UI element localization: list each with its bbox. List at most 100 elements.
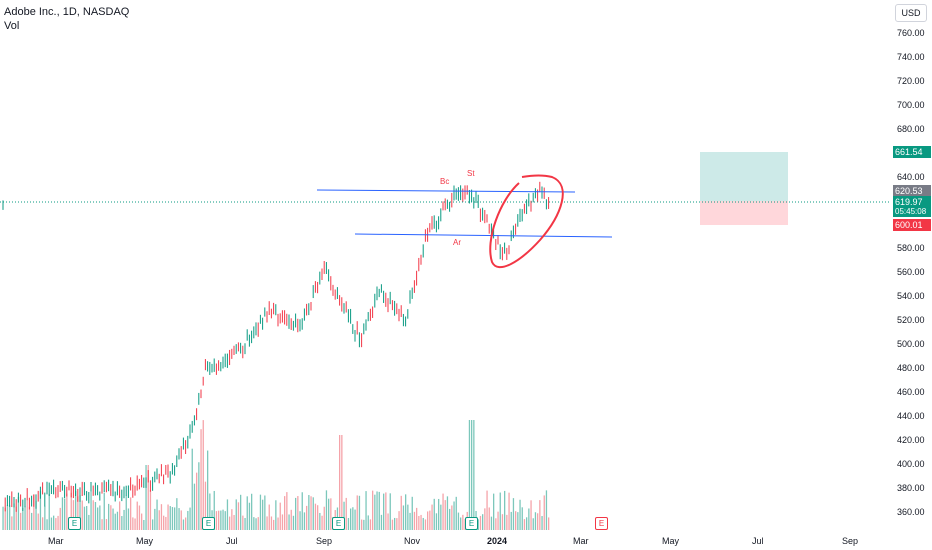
target-price-tag: 661.54 [893,146,931,158]
volume-bar [504,490,506,530]
volume-bar [97,507,99,530]
volume-bar [391,519,394,530]
volume-bar [312,497,314,530]
volume-bar [125,495,127,530]
time-label: Sep [842,536,859,546]
volume-bar [101,519,103,530]
price-tick-label: 700.00 [897,100,925,110]
volume-bar [532,518,534,530]
volume-bar [438,498,440,530]
volume-bar [539,500,541,530]
volume-bar [345,497,347,530]
chart-canvas[interactable] [0,0,890,532]
volume-bar [387,513,389,530]
volume-bar [541,516,543,530]
volume-bar [11,516,13,530]
price-tick-label: 580.00 [897,243,925,253]
loss-zone [700,201,788,225]
volume-bar [295,497,297,530]
volume-bar [484,508,486,530]
volume-bar [374,494,376,530]
volume-bar [134,518,136,530]
annotation-bc: Bc [440,177,450,186]
volume-bar [473,420,475,530]
earnings-icon[interactable]: E [68,517,81,530]
volume-bar [396,518,398,530]
volume-bar [141,513,143,530]
volume-bar [482,514,484,530]
volume-bar [64,498,66,530]
volume-bar [413,511,416,530]
volume-bar [306,505,308,530]
volume-bar [75,490,77,530]
volume-bar [143,519,145,530]
volume-bar [288,514,290,530]
volume-bar [39,491,42,530]
volume-bar [224,511,226,530]
volume-bar [528,508,530,530]
support-line[interactable] [354,233,613,238]
time-label: Mar [48,536,64,546]
volume-bar [22,507,24,530]
volume-bar [433,498,435,530]
highlight-loop-drawing[interactable] [489,174,564,269]
volume-bar [4,507,6,530]
volume-bar [240,494,242,530]
volume-bar [330,498,332,530]
volume-bar [446,496,449,530]
volume-bar [501,514,504,530]
volume-bar [255,518,257,530]
volume-bar [292,515,295,530]
volume-bar [17,496,20,530]
volume-bar [519,499,521,530]
volume-bar [383,493,385,530]
volume-bar [244,518,246,530]
price-tick-label: 560.00 [897,267,925,277]
volume-bar [409,512,411,530]
earnings-icon[interactable]: E [465,517,478,530]
resistance-line[interactable] [316,189,576,193]
volume-bar [176,498,178,530]
volume-bar [72,500,75,530]
chart-area[interactable]: Adobe Inc., 1D, NASDAQ Vol Bc St Ar E E … [0,0,890,532]
currency-button[interactable]: USD [895,4,927,22]
volume-bar [506,514,508,530]
volume-bar [86,505,88,530]
volume-bar [545,490,548,530]
time-label: Mar [573,536,589,546]
volume-bar [198,462,200,530]
volume-bar [9,505,11,530]
volume-bar [486,490,488,530]
volume-bar [402,505,405,530]
price-tick-label: 360.00 [897,507,925,517]
volume-bar [233,514,235,530]
volume-bar [229,516,231,530]
earnings-icon[interactable]: E [332,517,345,530]
earnings-icon[interactable]: E [202,517,215,530]
volume-bar [400,495,402,530]
earnings-icon-upcoming[interactable]: E [595,517,608,530]
volume-bar [237,502,240,530]
volume-bar [510,511,512,530]
volume-bar [248,502,251,530]
volume-bar [429,510,431,530]
price-axis[interactable] [890,0,932,550]
volume-bar [108,503,110,530]
volume-bar [202,420,204,530]
volume-bar [328,498,330,530]
volume-bar [50,517,53,530]
volume-bar [242,515,244,530]
volume-bar [310,496,312,530]
price-tick-label: 540.00 [897,291,925,301]
volume-bar [55,518,57,530]
volume-bar [453,501,455,530]
volume-bar [20,512,22,530]
volume-bar [488,507,490,530]
volume-bar [497,511,499,530]
volume-bar [193,483,196,530]
volume-bar [149,490,152,530]
volume-bar [405,494,407,530]
volume-bar [127,508,130,530]
volume-bar [2,506,4,530]
annotation-ar: Ar [453,238,461,247]
